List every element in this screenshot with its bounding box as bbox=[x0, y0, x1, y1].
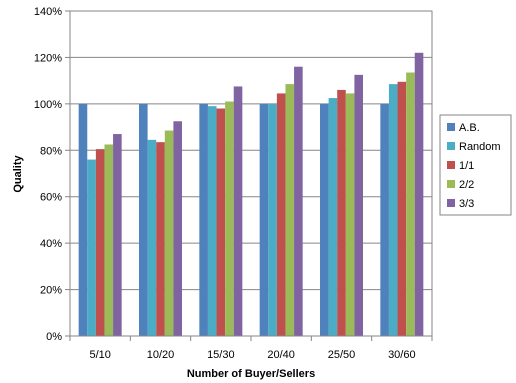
bars bbox=[78, 52, 424, 337]
y-tick-label: 0% bbox=[46, 331, 62, 343]
bar-random-5-10 bbox=[87, 159, 96, 336]
bar-a-b--10-20 bbox=[139, 103, 148, 336]
x-tick-label: 15/30 bbox=[207, 349, 235, 361]
bar-random-30-60 bbox=[388, 84, 398, 336]
legend-swatch bbox=[447, 123, 455, 131]
y-tick-label: 120% bbox=[34, 52, 62, 64]
bar-3-3-25-50 bbox=[354, 74, 363, 336]
bar-2-2-25-50 bbox=[345, 93, 355, 337]
legend-swatch bbox=[447, 142, 455, 150]
bar-2-2-15-30 bbox=[225, 101, 234, 337]
legend-swatch bbox=[447, 180, 455, 188]
bar-a-b--20-40 bbox=[259, 103, 269, 336]
bar-2-2-20-40 bbox=[285, 84, 295, 336]
plot-frame bbox=[69, 10, 433, 337]
bar-a-b--5-10 bbox=[78, 103, 88, 336]
bar-1-1-25-50 bbox=[337, 89, 346, 336]
bar-random-25-50 bbox=[328, 98, 338, 336]
bar-1-1-5-10 bbox=[95, 149, 105, 336]
x-tick-label: 10/20 bbox=[147, 349, 175, 361]
legend-label: 3/3 bbox=[459, 198, 474, 210]
x-tick-label: 5/10 bbox=[89, 349, 110, 361]
legend-label: 2/2 bbox=[459, 179, 474, 191]
y-tick-label: 20% bbox=[40, 285, 62, 297]
y-tick-label: 140% bbox=[34, 6, 62, 18]
legend-swatch bbox=[447, 161, 455, 169]
y-axis-ticks: 0% 20% 40% 60% 80% 100% 120% 140% bbox=[34, 6, 70, 343]
bar-1-1-10-20 bbox=[156, 142, 165, 336]
bar-3-3-30-60 bbox=[414, 52, 424, 337]
y-tick-label: 100% bbox=[34, 99, 62, 111]
bar-2-2-30-60 bbox=[406, 72, 415, 337]
x-tick-label: 30/60 bbox=[388, 349, 416, 361]
bar-a-b--15-30 bbox=[199, 103, 208, 336]
x-axis-title: Number of Buyer/Sellers bbox=[187, 368, 315, 380]
bar-2-2-10-20 bbox=[164, 130, 174, 336]
x-tick-label: 25/50 bbox=[328, 349, 356, 361]
bar-random-10-20 bbox=[147, 139, 157, 336]
bar-a-b--25-50 bbox=[320, 103, 329, 336]
legend-label: 1/1 bbox=[459, 160, 474, 172]
bar-3-3-20-40 bbox=[294, 66, 303, 336]
bar-random-15-30 bbox=[207, 106, 217, 336]
bar-2-2-5-10 bbox=[104, 144, 114, 336]
bar-random-20-40 bbox=[268, 103, 277, 336]
bar-a-b--30-60 bbox=[380, 103, 389, 336]
x-tick-label: 20/40 bbox=[267, 349, 295, 361]
y-tick-label: 40% bbox=[40, 238, 62, 250]
legend-label: A.B. bbox=[459, 122, 480, 134]
bar-3-3-10-20 bbox=[173, 121, 182, 337]
bar-1-1-30-60 bbox=[397, 81, 407, 336]
gridlines bbox=[70, 56, 432, 291]
bar-3-3-5-10 bbox=[113, 134, 122, 336]
legend-swatch bbox=[447, 199, 455, 207]
y-tick-label: 80% bbox=[40, 145, 62, 157]
bar-1-1-20-40 bbox=[276, 93, 286, 337]
legend-label: Random bbox=[459, 141, 501, 153]
x-axis-ticks: 5/10 10/20 15/30 20/40 25/50 30/60 bbox=[69, 336, 433, 361]
legend: A.B. Random 1/1 2/2 3/3 bbox=[439, 114, 512, 216]
y-axis-title: Quality bbox=[12, 154, 24, 192]
bar-3-3-15-30 bbox=[233, 86, 243, 336]
y-tick-label: 60% bbox=[40, 192, 62, 204]
bar-1-1-15-30 bbox=[216, 108, 226, 336]
